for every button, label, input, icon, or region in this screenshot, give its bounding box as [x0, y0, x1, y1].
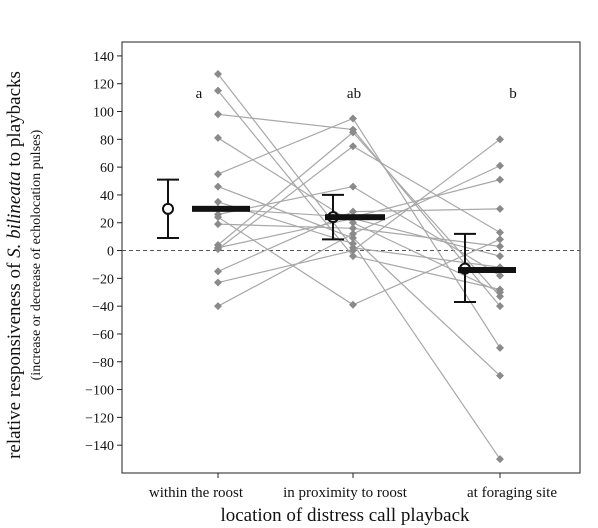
plot-border — [121, 41, 581, 474]
individual-point — [496, 371, 504, 380]
significance-letter: a — [196, 86, 203, 102]
y-tick-label: 80 — [100, 133, 114, 148]
median-bar — [192, 205, 250, 212]
individual-point — [214, 110, 222, 119]
y-axis: 140 120 100 80 60 40 20 0 −20 −40 −60 −80 −100 −120 −1… — [85, 50, 122, 454]
individual-line — [217, 201, 501, 460]
median-bar — [325, 214, 385, 221]
significance-letter: b — [509, 86, 517, 102]
individual-point — [496, 252, 504, 261]
individual-point — [349, 252, 357, 261]
individual-point — [349, 224, 357, 233]
individual-point — [496, 161, 504, 170]
individual-point — [214, 133, 222, 142]
individual-point — [214, 170, 222, 179]
median-bar — [458, 267, 516, 274]
y-tick-label: 100 — [93, 106, 114, 121]
individual-point — [349, 207, 357, 216]
y-tick-label: −100 — [85, 384, 114, 399]
y-tick-label: −20 — [92, 272, 114, 287]
y-axis-label-species: S. bilineata — [4, 171, 25, 258]
individual-point — [214, 182, 222, 191]
individual-point — [349, 114, 357, 123]
individual-point — [349, 300, 357, 309]
individual-point — [349, 246, 357, 255]
y-tick-label: 20 — [100, 217, 114, 232]
individual-point — [214, 220, 222, 229]
individual-point — [496, 455, 504, 464]
individual-point — [496, 235, 504, 244]
y-tick-label: 40 — [100, 189, 114, 204]
y-tick-label: −40 — [92, 300, 114, 315]
significance-letter: ab — [347, 86, 361, 102]
y-tick-label: 140 — [93, 50, 114, 65]
individual-point — [496, 302, 504, 311]
individual-lines — [217, 73, 501, 460]
individual-point — [349, 128, 357, 137]
individual-point — [496, 288, 504, 297]
individual-point — [349, 218, 357, 227]
y-axis-label: relative responsiveness of S. bilineata … — [4, 71, 25, 459]
y-tick-label: 120 — [93, 78, 114, 93]
y-tick-label: −140 — [85, 439, 114, 454]
y-axis-label-prefix: relative responsiveness of — [4, 258, 25, 459]
summary-markers — [157, 178, 516, 303]
individual-point — [214, 213, 222, 222]
individual-point — [349, 239, 357, 248]
individual-point — [349, 234, 357, 243]
individual-point — [496, 204, 504, 213]
individual-point — [496, 292, 504, 301]
y-tick-label: −120 — [85, 411, 114, 426]
individual-point — [496, 135, 504, 144]
y-axis-label-suffix: to playbacks — [4, 71, 25, 171]
plot-area — [121, 41, 581, 474]
individual-point — [214, 69, 222, 78]
y-tick-label: −60 — [92, 328, 114, 343]
individual-point — [349, 142, 357, 151]
x-tick-label: within the roost — [149, 485, 244, 501]
x-axis: within the roost in proximity to roost at … — [149, 473, 557, 501]
individual-point — [214, 197, 222, 206]
individual-point — [214, 267, 222, 276]
individual-point — [214, 243, 222, 252]
individual-point — [214, 86, 222, 95]
y-tick-label: −80 — [92, 356, 114, 371]
individual-point — [496, 242, 504, 251]
individual-line — [217, 216, 501, 306]
individual-point — [349, 229, 357, 238]
significance-letters: a ab b — [196, 86, 517, 102]
individual-line — [217, 165, 501, 307]
y-axis-sublabel: (increase or decrease of echolocation pu… — [29, 129, 44, 380]
individual-point — [496, 343, 504, 352]
mean-marker — [162, 202, 174, 215]
individual-point — [214, 302, 222, 311]
individual-point — [496, 175, 504, 184]
x-tick-label: in proximity to roost — [283, 485, 408, 501]
individual-point — [349, 182, 357, 191]
x-tick-label: at foraging site — [467, 485, 557, 501]
y-tick-label: 60 — [100, 161, 114, 176]
individual-points — [214, 69, 504, 464]
individual-point — [214, 278, 222, 287]
individual-point — [496, 271, 504, 280]
x-axis-label: location of distress call playback — [220, 505, 470, 526]
individual-point — [496, 228, 504, 237]
y-tick-label: 0 — [107, 245, 114, 260]
